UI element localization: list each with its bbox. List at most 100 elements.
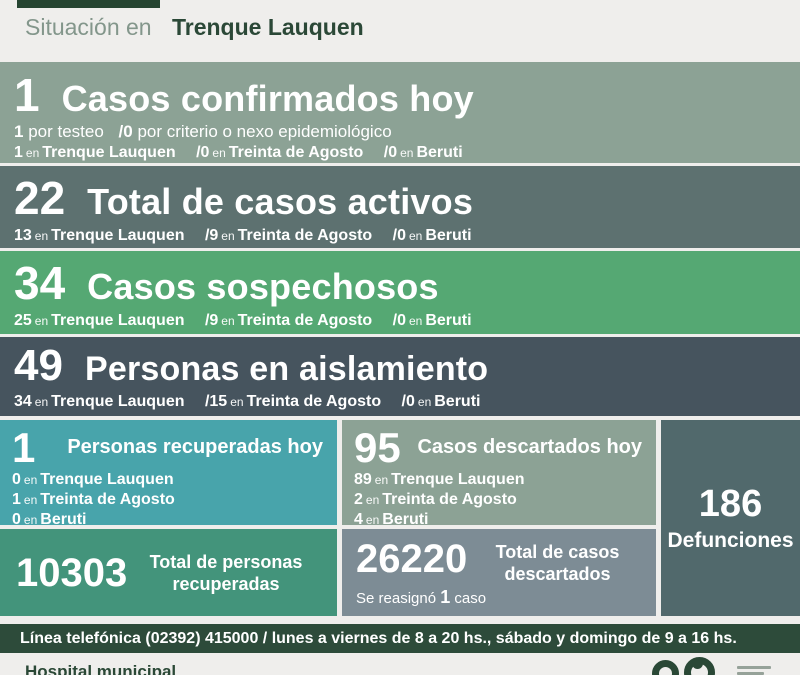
phone-info-text: Línea telefónica (02392) 415000 / lunes …: [20, 630, 737, 647]
active-value: 22: [14, 172, 66, 224]
header-accent-bar: [17, 0, 160, 8]
active-title: Total de casos activos: [87, 181, 474, 222]
discarded-today-head: 95 Casos descartados hoy: [342, 420, 656, 472]
confirmed-headline: 1 Casos confirmados hoy: [14, 68, 800, 122]
segment-connector: en: [417, 395, 432, 409]
logo-dot-icon: [692, 658, 703, 669]
segment-connector: en: [212, 146, 226, 160]
logo-person-ring-icon: [684, 657, 715, 675]
breakdown-line: 2 en Treinta de Agosto: [354, 490, 644, 510]
segment-place: Treinta de Agosto: [228, 144, 364, 161]
card-discarded-today: 95 Casos descartados hoy 89 en Trenque Lau…: [342, 420, 656, 525]
discarded-today-value: 95: [354, 424, 401, 471]
segment-count: 13: [14, 227, 32, 244]
discarded-today-title: Casos descartados hoy: [417, 436, 642, 458]
title-location: Trenque Lauquen: [171, 14, 364, 40]
line-count: 89: [354, 471, 372, 488]
isolation-headline: 49 Personas en aislamiento: [14, 341, 800, 391]
segment-place: Trenque Lauquen: [42, 144, 176, 161]
breakdown-line: 4 en Beruti: [354, 510, 644, 525]
confirmed-detail: 1 por testeo /0 por criterio o nexo epid…: [14, 122, 800, 142]
line-place: Trenque Lauquen: [40, 471, 174, 488]
segment-count: /0: [383, 144, 398, 161]
segment-place: Trenque Lauquen: [51, 227, 185, 244]
suspected-value: 34: [14, 257, 66, 309]
line-count: 2: [354, 491, 363, 508]
line-place: Beruti: [382, 511, 429, 525]
segment-place: Treinta de Agosto: [237, 312, 373, 329]
segment-place: Beruti: [425, 312, 472, 329]
card-recovered-total: 10303 Total de personas recuperadas: [0, 529, 337, 616]
line-place: Trenque Lauquen: [391, 471, 525, 488]
detail-num-testing: 1: [14, 122, 24, 141]
segment-count: /0: [392, 312, 406, 329]
isolation-title: Personas en aislamiento: [84, 350, 489, 388]
deaths-value: 186: [698, 483, 763, 525]
suspected-headline: 34 Casos sospechosos: [14, 256, 800, 310]
segment-count: /15: [204, 393, 228, 410]
recovered-today-title: Personas recuperadas hoy: [67, 436, 323, 458]
line-count: 0: [12, 471, 21, 488]
breakdown-line: 89 en Trenque Lauquen: [354, 470, 644, 490]
segment-count: 34: [14, 393, 32, 410]
segment-place: Beruti: [425, 227, 472, 244]
segment-connector: en: [25, 146, 40, 160]
detail-label-testing: por testeo: [28, 122, 104, 141]
segment-connector: en: [408, 314, 423, 328]
recovered-today-breakdown: 0 en Trenque Lauquen 1 en Treinta de Agosto …: [0, 470, 337, 525]
breakdown-segment: /0 en Beruti: [384, 144, 463, 161]
segment-connector: en: [400, 146, 414, 160]
note-prefix: Se reasignó: [356, 590, 437, 607]
stat-bar-isolation: 49 Personas en aislamiento 34 en Trenque L…: [0, 337, 800, 416]
breakdown-segment: /0 en Beruti: [393, 227, 472, 244]
breakdown-segment: /9 en Treinta de Agosto: [205, 227, 377, 244]
title-prefix: Situación en: [25, 14, 152, 40]
segment-connector: en: [34, 229, 49, 243]
recovered-total-value: 10303: [16, 550, 128, 595]
segment-count: /9: [204, 227, 219, 244]
segment-place: Treinta de Agosto: [246, 393, 382, 410]
breakdown-segment: 13 en Trenque Lauquen: [14, 227, 189, 244]
line-connector: en: [365, 493, 380, 507]
breakdown-line: 1 en Treinta de Agosto: [12, 490, 325, 510]
card-deaths: 186 Defunciones: [661, 420, 800, 616]
recovered-today-head: 1 Personas recuperadas hoy: [0, 420, 337, 472]
breakdown-segment: 34 en Trenque Lauquen: [14, 393, 189, 410]
hospital-section-label: Hospital municipal: [25, 662, 177, 675]
segment-count: /0: [392, 227, 406, 244]
line-place: Beruti: [40, 511, 87, 525]
line-connector: en: [374, 473, 389, 487]
breakdown-segment: /0 en Beruti: [402, 393, 481, 410]
line-count: 1: [12, 491, 21, 508]
segment-place: Beruti: [416, 144, 463, 161]
card-discarded-total: 26220 Total de casos descartados Se reas…: [342, 529, 656, 616]
detail-label-criteria: por criterio o nexo epidemiológico: [137, 122, 392, 141]
reassigned-note: Se reasignó 1 caso: [356, 587, 640, 608]
segment-count: /0: [196, 144, 210, 161]
deaths-label: Defunciones: [667, 529, 794, 552]
card-recovered-today: 1 Personas recuperadas hoy 0 en Trenque La…: [0, 420, 337, 525]
confirmed-title: Casos confirmados hoy: [61, 78, 474, 119]
segment-place: Trenque Lauquen: [51, 312, 185, 329]
segment-count: /9: [204, 312, 219, 329]
stat-bar-suspected-cases: 34 Casos sospechosos 25 en Trenque Lauquen…: [0, 251, 800, 334]
line-connector: en: [365, 513, 380, 525]
discarded-total-head: 26220 Total de casos descartados: [356, 537, 640, 585]
segment-connector: en: [408, 229, 423, 243]
breakdown-segment: 25 en Trenque Lauquen: [14, 312, 189, 329]
recovered-total-title: Total de personas recuperadas: [149, 551, 303, 594]
discarded-total-title: Total de casos descartados: [495, 542, 620, 584]
breakdown-segment: 1 en Trenque Lauquen: [14, 144, 180, 161]
segment-count: /0: [401, 393, 415, 410]
suspected-breakdown: 25 en Trenque Lauquen /9 en Treinta de Agost…: [14, 312, 800, 330]
stat-bar-active-cases: 22 Total de casos activos 13 en Trenque La…: [0, 166, 800, 248]
isolation-breakdown: 34 en Trenque Lauquen /15 en Treinta de Agos…: [14, 393, 800, 411]
line-connector: en: [23, 513, 38, 525]
segment-place: Trenque Lauquen: [51, 393, 185, 410]
discarded-today-breakdown: 89 en Trenque Lauquen 2 en Treinta de Agosto…: [342, 470, 656, 525]
segment-connector: en: [34, 395, 49, 409]
breakdown-segment: /9 en Treinta de Agosto: [205, 312, 377, 329]
segment-place: Treinta de Agosto: [237, 227, 373, 244]
confirmed-breakdown: 1 en Trenque Lauquen /0 en Treinta de Agosto…: [14, 144, 800, 162]
